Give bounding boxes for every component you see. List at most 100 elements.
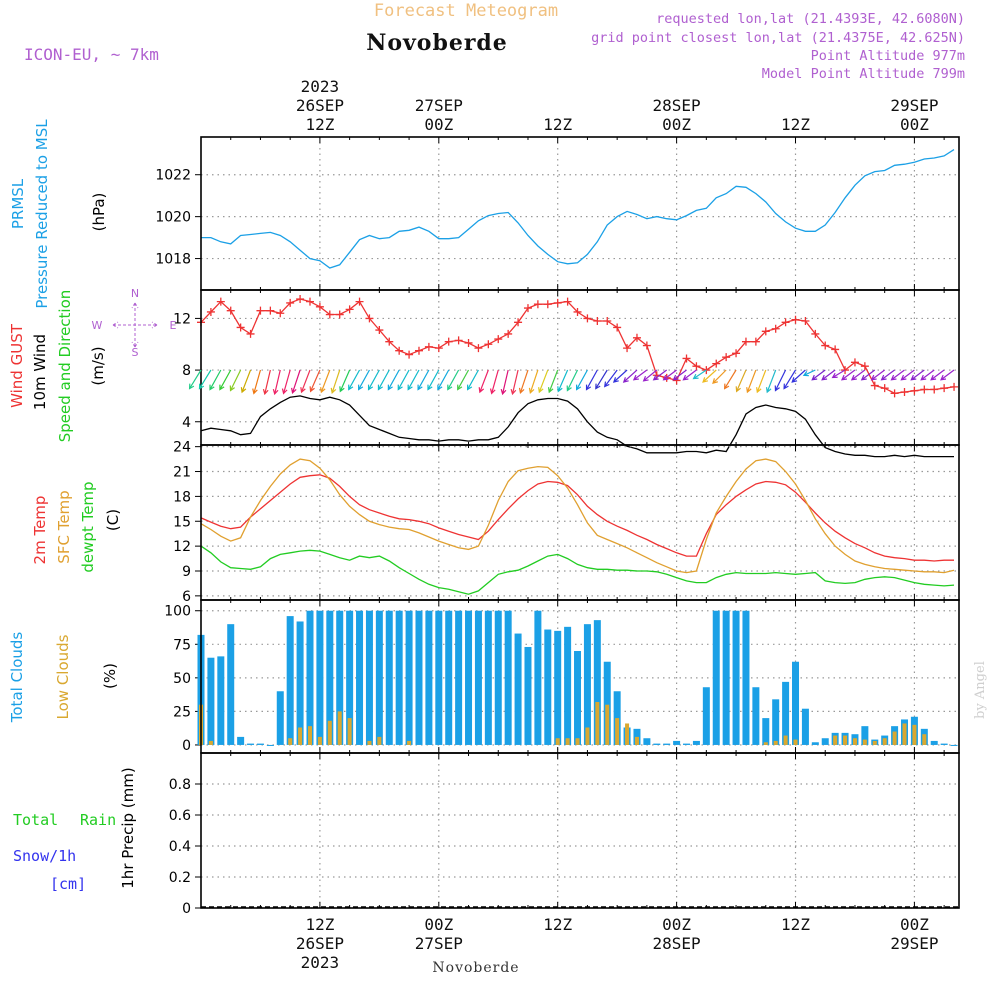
wind-arrow [538,369,549,394]
gust-marker [216,297,225,306]
ytick-label: 1018 [155,252,191,268]
model-altitude: Model Point Altitude 799m [762,66,965,82]
gust-marker [910,386,919,395]
total-cloud-bar [266,744,274,746]
time-label: 00Z [424,115,453,134]
wind-arrow [774,369,787,392]
ytick-label: 21 [173,465,191,481]
gust-marker [424,342,433,351]
panel-frame [200,444,960,601]
wind-arrow [339,369,351,393]
total-cloud-bar [762,718,770,745]
total-cloud-bar [494,610,502,745]
gust-marker [850,358,859,367]
low-cloud-bar [377,736,382,745]
wind-arrow [756,369,767,394]
panel-frame [200,752,960,909]
wind-arrow [407,369,420,391]
gust-marker [563,297,572,306]
gust-marker [781,318,790,327]
wind-arrow [840,369,856,381]
low-cloud-bar [902,723,907,745]
total-cloud-bar [811,742,819,745]
ytick-label: 24 [173,440,191,456]
time-label: 12Z [781,115,810,134]
total-cloud-bar [643,738,651,745]
ytick-label: 100 [164,604,191,620]
gust-marker [514,318,523,327]
total-cloud-bar [465,610,473,745]
t2m-label: 2m Temp [31,496,49,565]
wind-arrow [622,369,638,383]
time-label: 28SEP [653,96,701,115]
low-cloud-bar [625,723,630,745]
low-cloud-bar [407,740,412,745]
gust-marker [593,317,602,325]
compass-letter: E [170,319,177,332]
compass-letter: N [131,287,139,300]
requested-coords: requested lon,lat (21.4393E, 42.6080N) [656,11,965,27]
total-cloud-bar [574,651,582,745]
ytick-label: 6 [182,589,191,605]
compass-cross [112,302,158,348]
sfc-temp-label: SFC Temp [55,490,73,563]
panel-frame [200,136,960,291]
wind-arrow [229,369,242,392]
gust-marker [831,345,840,354]
gust-marker [761,327,770,336]
wind-arrow [358,369,370,391]
gust-marker [821,341,830,350]
total-cloud-bar [484,610,492,745]
total-clouds-label: Total Clouds [8,632,26,724]
wind-arrow [585,369,598,391]
low-cloud-bar [337,711,342,745]
wind-arrow [940,369,955,381]
wind-arrow [692,369,707,380]
low-cloud-bar [575,738,580,745]
gust-marker [692,362,701,371]
total-cloud-bar [583,624,591,745]
panels: 1018102010224812691215182124025507510000… [155,136,960,917]
ytick-label: 4 [182,415,191,431]
time-label: 12Z [543,115,572,134]
low-cloud-bar [922,734,927,745]
gust-marker [504,329,513,338]
time-label: 12Z [543,915,572,934]
total-cloud-bar [732,610,740,745]
total-cloud-bar [950,744,958,746]
time-label: 26SEP [296,934,344,953]
wind-arrow [518,369,529,395]
temperature-panel: 6 9 12 15 18 21 24 [173,440,960,605]
model-label: ICON-EU, ~ 7km [24,45,159,64]
time-label: 27SEP [415,96,463,115]
wind-arrow [377,369,390,391]
wind-arrow [209,369,222,391]
wind-arrow [348,369,361,391]
total-cloud-bar [375,610,383,745]
wind-arrow [850,369,866,381]
gust-marker [543,300,552,309]
total-cloud-bar [306,610,314,745]
gust-marker [623,344,632,353]
time-label: 00Z [424,915,453,934]
gust-marker [454,336,463,345]
total-cloud-bar [801,708,809,745]
wind-arrow [417,369,430,391]
wind-arrow [437,369,450,391]
gust-marker [880,384,889,393]
low-cloud-bar [288,738,293,745]
total-cloud-bar [534,610,542,745]
wind-arrow [802,369,816,377]
pressure-msl-label: Pressure Reduced to MSL [33,119,51,309]
low-cloud-bar [327,720,332,745]
celsius-unit-label: (C) [104,509,122,531]
wind-arrow [811,369,826,381]
gust-marker [523,304,532,313]
low-cloud-bar [615,718,620,745]
time-label: 26SEP [296,96,344,115]
gust-marker [405,350,414,359]
compass-letter: S [132,346,139,359]
total-cloud-bar [227,624,235,745]
gust-marker [603,317,612,325]
